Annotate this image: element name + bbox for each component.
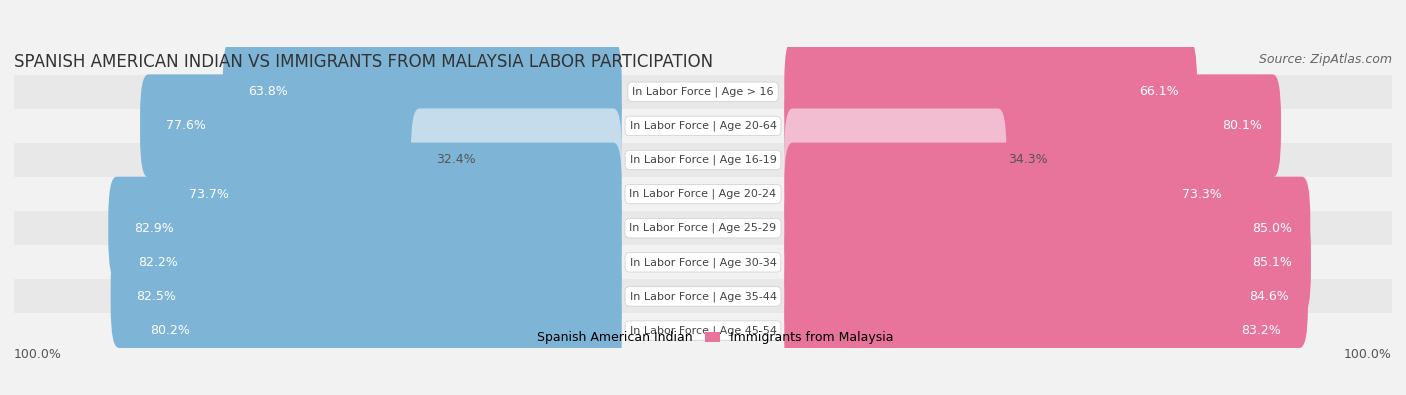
Text: 77.6%: 77.6% <box>166 119 205 132</box>
Bar <box>14 279 1392 314</box>
Text: 80.2%: 80.2% <box>150 324 190 337</box>
FancyBboxPatch shape <box>112 211 621 314</box>
Text: Source: ZipAtlas.com: Source: ZipAtlas.com <box>1258 53 1392 66</box>
FancyBboxPatch shape <box>141 74 621 177</box>
Text: In Labor Force | Age 20-24: In Labor Force | Age 20-24 <box>630 189 776 199</box>
FancyBboxPatch shape <box>785 40 1197 143</box>
FancyBboxPatch shape <box>222 40 621 143</box>
Text: 34.3%: 34.3% <box>1008 154 1047 166</box>
Text: 82.9%: 82.9% <box>134 222 173 235</box>
Text: 84.6%: 84.6% <box>1250 290 1289 303</box>
FancyBboxPatch shape <box>785 211 1310 314</box>
FancyBboxPatch shape <box>785 109 1007 211</box>
Text: 80.1%: 80.1% <box>1222 119 1263 132</box>
Text: 63.8%: 63.8% <box>249 85 288 98</box>
Text: 82.5%: 82.5% <box>136 290 176 303</box>
FancyBboxPatch shape <box>785 177 1310 280</box>
Legend: Spanish American Indian, Immigrants from Malaysia: Spanish American Indian, Immigrants from… <box>512 331 894 344</box>
Bar <box>14 245 1392 279</box>
Text: 83.2%: 83.2% <box>1241 324 1281 337</box>
FancyBboxPatch shape <box>125 279 621 382</box>
Text: In Labor Force | Age 30-34: In Labor Force | Age 30-34 <box>630 257 776 267</box>
Bar <box>14 211 1392 245</box>
Text: 66.1%: 66.1% <box>1139 85 1178 98</box>
Text: 100.0%: 100.0% <box>1344 348 1392 361</box>
FancyBboxPatch shape <box>785 74 1281 177</box>
Text: In Labor Force | Age 25-29: In Labor Force | Age 25-29 <box>630 223 776 233</box>
Bar <box>14 177 1392 211</box>
Text: In Labor Force | Age 20-64: In Labor Force | Age 20-64 <box>630 120 776 131</box>
Text: SPANISH AMERICAN INDIAN VS IMMIGRANTS FROM MALAYSIA LABOR PARTICIPATION: SPANISH AMERICAN INDIAN VS IMMIGRANTS FR… <box>14 53 713 71</box>
FancyBboxPatch shape <box>785 279 1299 382</box>
Text: 85.1%: 85.1% <box>1253 256 1292 269</box>
Text: 100.0%: 100.0% <box>14 348 62 361</box>
Text: In Labor Force | Age > 16: In Labor Force | Age > 16 <box>633 87 773 97</box>
FancyBboxPatch shape <box>785 143 1240 246</box>
FancyBboxPatch shape <box>785 245 1308 348</box>
Text: In Labor Force | Age 35-44: In Labor Force | Age 35-44 <box>630 291 776 302</box>
FancyBboxPatch shape <box>411 109 621 211</box>
FancyBboxPatch shape <box>108 177 621 280</box>
FancyBboxPatch shape <box>163 143 621 246</box>
Bar <box>14 109 1392 143</box>
FancyBboxPatch shape <box>111 245 621 348</box>
Text: 82.2%: 82.2% <box>138 256 177 269</box>
Text: In Labor Force | Age 16-19: In Labor Force | Age 16-19 <box>630 155 776 165</box>
Text: 73.7%: 73.7% <box>188 188 229 201</box>
Text: 32.4%: 32.4% <box>436 154 477 166</box>
Text: 85.0%: 85.0% <box>1251 222 1292 235</box>
Text: 73.3%: 73.3% <box>1182 188 1222 201</box>
Bar <box>14 75 1392 109</box>
Bar <box>14 314 1392 348</box>
Text: In Labor Force | Age 45-54: In Labor Force | Age 45-54 <box>630 325 776 336</box>
Bar <box>14 143 1392 177</box>
